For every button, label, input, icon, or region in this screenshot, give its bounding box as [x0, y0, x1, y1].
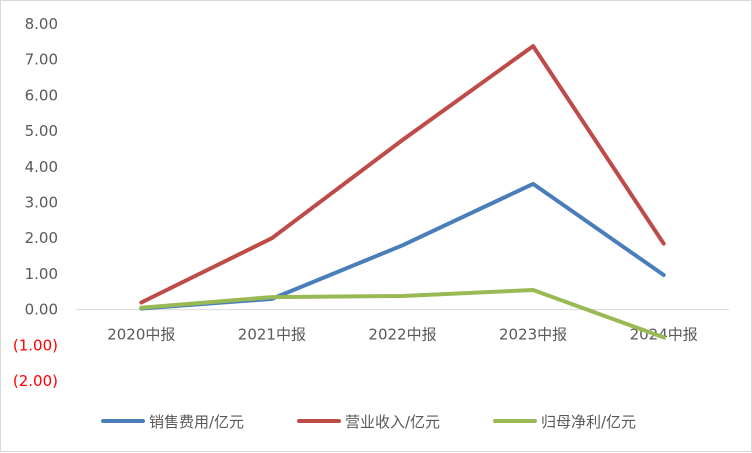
y-axis-tick-labels: 8.00 7.00 6.00 5.00 4.00 3.00 2.00 1.00 0.00 (1.0… — [13, 15, 58, 390]
x-category-label: 2020中报 — [107, 326, 175, 344]
y-tick-label: 3.00 — [25, 194, 58, 212]
y-tick-label: 0.00 — [25, 301, 58, 319]
legend-label: 销售费用/亿元 — [149, 413, 244, 431]
y-tick-label: 6.00 — [25, 86, 58, 104]
series-line-2 — [139, 44, 666, 305]
x-axis-category-labels: 2020中报 2021中报 2022中报 2023中报 2024中报 — [107, 326, 698, 344]
x-category-label: 2023中报 — [499, 326, 567, 344]
legend-label: 归母净利/亿元 — [541, 413, 636, 431]
y-tick-label: 1.00 — [25, 265, 58, 283]
series-line-3 — [139, 288, 666, 340]
y-tick-label: 2.00 — [25, 229, 58, 247]
y-tick-label: (2.00) — [13, 372, 58, 390]
legend-label: 营业收入/亿元 — [345, 413, 440, 431]
series-line-1 — [139, 181, 666, 311]
y-tick-label: 7.00 — [25, 51, 58, 69]
y-tick-label: 5.00 — [25, 122, 58, 140]
y-tick-label: 4.00 — [25, 158, 58, 176]
legend: 销售费用/亿元 营业收入/亿元 归母净利/亿元 — [101, 413, 636, 431]
y-tick-label: 8.00 — [25, 15, 58, 33]
y-tick-label: (1.00) — [13, 336, 58, 354]
x-category-label: 2021中报 — [238, 326, 306, 344]
x-category-label: 2022中报 — [368, 326, 436, 344]
series-lines — [139, 44, 666, 340]
